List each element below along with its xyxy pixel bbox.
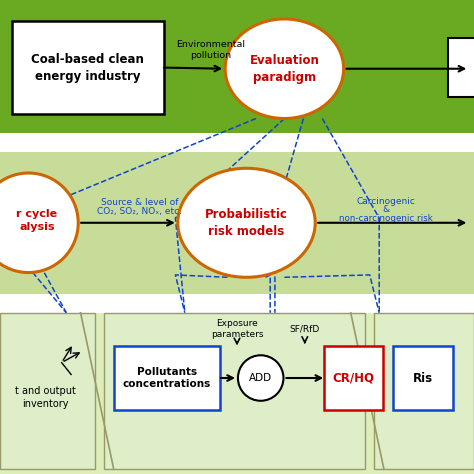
Text: ADD: ADD bbox=[249, 373, 272, 383]
Text: Probabilistic
risk models: Probabilistic risk models bbox=[205, 208, 288, 238]
Text: r cycle
alysis: r cycle alysis bbox=[17, 209, 57, 232]
Text: Coal-based clean
energy industry: Coal-based clean energy industry bbox=[31, 53, 144, 82]
Bar bbox=[0, 152, 474, 294]
Polygon shape bbox=[0, 313, 95, 469]
Text: CO₂, SO₂, NOₓ, etc.: CO₂, SO₂, NOₓ, etc. bbox=[97, 208, 182, 216]
FancyBboxPatch shape bbox=[12, 21, 164, 114]
Bar bbox=[0, 133, 474, 152]
Text: Pollutants
concentrations: Pollutants concentrations bbox=[123, 367, 211, 389]
Text: Environmental
pollution: Environmental pollution bbox=[176, 40, 246, 60]
FancyBboxPatch shape bbox=[448, 38, 474, 97]
Text: t and output: t and output bbox=[15, 386, 75, 396]
Polygon shape bbox=[104, 313, 365, 469]
Text: Evaluation
paradigm: Evaluation paradigm bbox=[249, 54, 319, 84]
Circle shape bbox=[238, 356, 283, 401]
FancyBboxPatch shape bbox=[114, 346, 220, 410]
Ellipse shape bbox=[225, 19, 344, 118]
Text: CR/HQ: CR/HQ bbox=[332, 372, 374, 384]
Bar bbox=[0, 313, 474, 474]
Text: SF/RfD: SF/RfD bbox=[290, 325, 320, 334]
Text: Ris: Ris bbox=[413, 372, 433, 384]
Text: non-carcinogenic risk: non-carcinogenic risk bbox=[339, 214, 433, 222]
Text: inventory: inventory bbox=[22, 399, 68, 409]
Bar bbox=[0, 0, 474, 133]
Text: Source & level of: Source & level of bbox=[101, 199, 179, 207]
Text: Carcinogenic: Carcinogenic bbox=[357, 197, 416, 206]
FancyBboxPatch shape bbox=[324, 346, 383, 410]
Ellipse shape bbox=[0, 173, 78, 273]
Text: &: & bbox=[383, 205, 390, 214]
Ellipse shape bbox=[178, 168, 315, 277]
FancyBboxPatch shape bbox=[393, 346, 453, 410]
Bar bbox=[0, 294, 474, 313]
Polygon shape bbox=[374, 313, 474, 469]
Text: Exposure
parameters: Exposure parameters bbox=[211, 319, 263, 339]
